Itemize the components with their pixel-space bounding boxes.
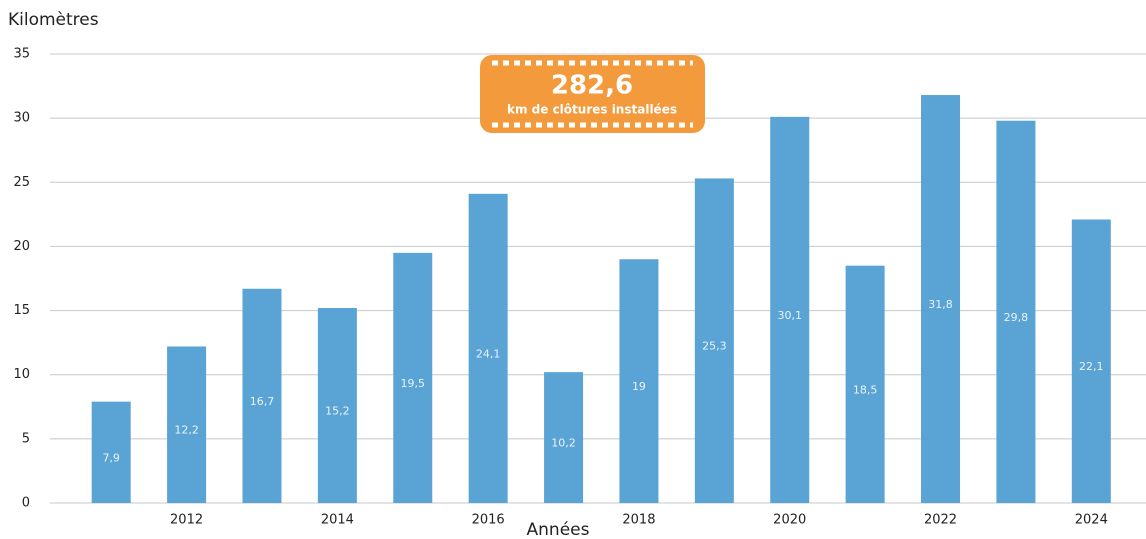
bar: [845, 265, 885, 503]
bar: [996, 120, 1036, 504]
value-label: 18,5: [853, 383, 878, 396]
value-label: 24,1: [476, 347, 501, 360]
bar: [242, 288, 282, 503]
value-label: 29,8: [1004, 311, 1029, 324]
badge-background: [480, 55, 705, 133]
value-label: 19: [632, 380, 646, 393]
x-tick-label: 2024: [1075, 513, 1108, 528]
x-tick-label: 2016: [472, 513, 505, 528]
value-label: 22,1: [1079, 360, 1104, 373]
y-axis-label: Kilomètres: [8, 10, 99, 30]
value-label: 25,3: [702, 340, 727, 353]
y-tick-label: 15: [13, 303, 30, 318]
y-tick-label: 5: [22, 431, 30, 446]
y-tick-label: 30: [13, 111, 30, 126]
bar: [317, 308, 357, 503]
y-tick-label: 20: [13, 239, 30, 254]
bar: [468, 193, 508, 503]
bar: [1071, 219, 1111, 503]
x-tick-label: 2022: [924, 513, 957, 528]
y-tick-label: 10: [13, 367, 30, 382]
value-label: 15,2: [325, 405, 350, 418]
bar: [921, 95, 961, 504]
value-label: 16,7: [250, 395, 275, 408]
y-tick-label: 0: [22, 496, 30, 511]
plot: 0 5 10 15 20 25 30 35 7,9 2012 12,2 16,7 2014 15,2 19,…: [13, 47, 1146, 528]
x-axis-label: Années: [527, 520, 590, 539]
y-tick-label: 35: [13, 47, 30, 62]
x-tick-label: 2020: [773, 513, 806, 528]
bar: [167, 346, 207, 503]
bar: [619, 259, 659, 503]
value-label: 31,8: [928, 298, 953, 311]
value-label: 10,2: [551, 437, 576, 450]
bar: [770, 116, 810, 504]
value-label: 19,5: [401, 377, 426, 390]
bar: [694, 178, 734, 504]
value-label: 7,9: [102, 451, 120, 464]
x-tick-label: 2014: [321, 513, 354, 528]
annotation-text: km de clôtures installées: [507, 103, 677, 117]
value-label: 30,1: [777, 309, 802, 322]
x-tick-label: 2012: [170, 513, 203, 528]
bar: [393, 252, 433, 503]
x-tick-label: 2018: [622, 513, 655, 528]
annotation-value: 282,6: [551, 71, 633, 101]
annotation-badge: 282,6 km de clôtures installées: [480, 55, 705, 133]
value-label: 12,2: [174, 424, 199, 437]
bar: [544, 372, 584, 503]
bar: [91, 401, 131, 503]
y-tick-label: 25: [13, 175, 30, 190]
